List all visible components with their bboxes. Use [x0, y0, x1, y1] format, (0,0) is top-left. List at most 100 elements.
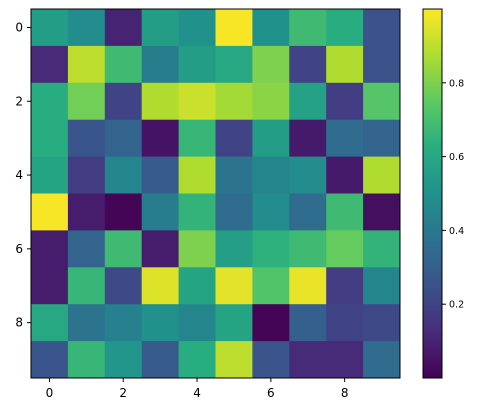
heatmap-cell-r3-c4 — [178, 119, 216, 158]
x-tick-label: 8 — [341, 386, 349, 400]
colorbar-tick-label: 0.8 — [449, 78, 464, 89]
x-tick-label: 2 — [119, 386, 127, 400]
heatmap-cell-r1-c2 — [104, 45, 143, 84]
heatmap-cell-r7-c6 — [252, 267, 290, 305]
heatmap-cell-r4-c4 — [178, 156, 216, 194]
heatmap-cell-r9-c1 — [67, 341, 106, 379]
heatmap-cell-r6-c6 — [252, 230, 290, 268]
heatmap-cell-r2-c7 — [289, 82, 327, 121]
colorbar-frame — [422, 8, 443, 379]
y-tick-label: 4 — [15, 168, 23, 182]
heatmap-cell-r6-c7 — [289, 230, 327, 268]
heatmap-cell-r4-c8 — [326, 156, 364, 194]
heatmap-cell-r2-c1 — [67, 82, 106, 121]
heatmap-cell-r7-c7 — [289, 267, 327, 305]
x-tick-label: 0 — [46, 386, 54, 400]
heatmap-cell-r0-c7 — [289, 9, 327, 47]
heatmap-cell-r7-c3 — [141, 267, 180, 305]
heatmap-cell-r9-c3 — [141, 341, 180, 379]
heatmap-cell-r9-c4 — [178, 341, 216, 379]
heatmap-cell-r5-c3 — [141, 193, 180, 231]
heatmap-cell-r3-c6 — [252, 119, 290, 158]
y-tick-label: 2 — [15, 94, 23, 108]
heatmap-cell-r4-c1 — [67, 156, 106, 194]
heatmap-cell-r5-c4 — [178, 193, 216, 231]
heatmap-cell-r2-c5 — [215, 82, 253, 121]
heatmap-cell-r3-c5 — [215, 119, 253, 158]
heatmap-cell-r1-c3 — [141, 45, 180, 84]
heatmap-cell-r2-c0 — [31, 82, 69, 121]
heatmap-cell-r8-c8 — [326, 304, 364, 342]
heatmap-cell-r5-c2 — [104, 193, 143, 231]
heatmap-cell-r6-c4 — [178, 230, 216, 268]
heatmap-cell-r7-c8 — [326, 267, 364, 305]
heatmap-cell-r0-c5 — [215, 9, 253, 47]
heatmap-cells — [31, 9, 401, 379]
heatmap-cell-r9-c5 — [215, 341, 253, 379]
heatmap-cell-r3-c7 — [289, 119, 327, 158]
heatmap-cell-r1-c0 — [31, 45, 69, 84]
heatmap-cell-r8-c1 — [67, 304, 106, 342]
x-axis: 0 2 4 6 8 — [46, 378, 349, 400]
heatmap-cell-r9-c9 — [363, 341, 401, 379]
colorbar — [423, 9, 442, 378]
heatmap-cell-r3-c9 — [363, 119, 401, 158]
heatmap-cell-r4-c6 — [252, 156, 290, 194]
heatmap-cell-r0-c9 — [363, 9, 401, 47]
heatmap-cell-r3-c1 — [67, 119, 106, 158]
heatmap-cell-r4-c3 — [141, 156, 180, 194]
heatmap-cell-r8-c7 — [289, 304, 327, 342]
heatmap-cell-r4-c2 — [104, 156, 143, 194]
heatmap-cell-r2-c8 — [326, 82, 364, 121]
heatmap-cell-r5-c9 — [363, 193, 401, 231]
heatmap-cell-r5-c8 — [326, 193, 364, 231]
x-tick-label: 4 — [193, 386, 201, 400]
colorbar-tick-label: 0.6 — [449, 152, 464, 163]
heatmap-cell-r7-c0 — [31, 267, 69, 305]
heatmap-cell-r7-c5 — [215, 267, 253, 305]
heatmap-cell-r2-c3 — [141, 82, 180, 121]
heatmap-cell-r1-c6 — [252, 45, 290, 84]
heatmap-cell-r6-c8 — [326, 230, 364, 268]
heatmap-cell-r1-c1 — [67, 45, 106, 84]
heatmap-cell-r7-c1 — [67, 267, 106, 305]
heatmap-cell-r3-c3 — [141, 119, 180, 158]
heatmap-cell-r4-c5 — [215, 156, 253, 194]
heatmap-cell-r9-c8 — [326, 341, 364, 379]
heatmap-cell-r7-c9 — [363, 267, 401, 305]
heatmap-cell-r0-c0 — [31, 9, 69, 47]
heatmap-cell-r6-c9 — [363, 230, 401, 268]
heatmap-cell-r0-c1 — [67, 9, 106, 47]
heatmap-cell-r7-c2 — [104, 267, 143, 305]
heatmap-cell-r6-c0 — [31, 230, 69, 268]
plot-frame — [30, 8, 401, 379]
heatmap-cell-r7-c4 — [178, 267, 216, 305]
heatmap-cell-r5-c5 — [215, 193, 253, 231]
colorbar-axis: 0.2 0.4 0.6 0.8 — [442, 78, 464, 311]
heatmap-cell-r4-c9 — [363, 156, 401, 194]
heatmap-cell-r5-c0 — [31, 193, 69, 231]
heatmap-cell-r5-c7 — [289, 193, 327, 231]
heatmap-cell-r2-c6 — [252, 82, 290, 121]
heatmap-cell-r0-c3 — [141, 9, 180, 47]
heatmap-cell-r1-c9 — [363, 45, 401, 84]
heatmap-cell-r8-c0 — [31, 304, 69, 342]
heatmap-cell-r5-c1 — [67, 193, 106, 231]
heatmap-cell-r8-c3 — [141, 304, 180, 342]
heatmap-cell-r6-c5 — [215, 230, 253, 268]
heatmap-cell-r6-c3 — [141, 230, 180, 268]
colorbar-tick-label: 0.2 — [449, 300, 464, 311]
heatmap-cell-r1-c7 — [289, 45, 327, 84]
heatmap-cell-r2-c2 — [104, 82, 143, 121]
heatmap-cell-r8-c2 — [104, 304, 143, 342]
y-axis: 0 2 4 6 8 — [15, 20, 31, 330]
colorbar-tick-label: 0.4 — [449, 226, 464, 237]
y-tick-label: 8 — [15, 316, 23, 330]
y-tick-label: 6 — [15, 242, 23, 256]
heatmap-cell-r0-c6 — [252, 9, 290, 47]
heatmap-cell-r8-c9 — [363, 304, 401, 342]
heatmap-cell-r6-c2 — [104, 230, 143, 268]
heatmap-cell-r0-c2 — [104, 9, 143, 47]
heatmap-cell-r4-c7 — [289, 156, 327, 194]
